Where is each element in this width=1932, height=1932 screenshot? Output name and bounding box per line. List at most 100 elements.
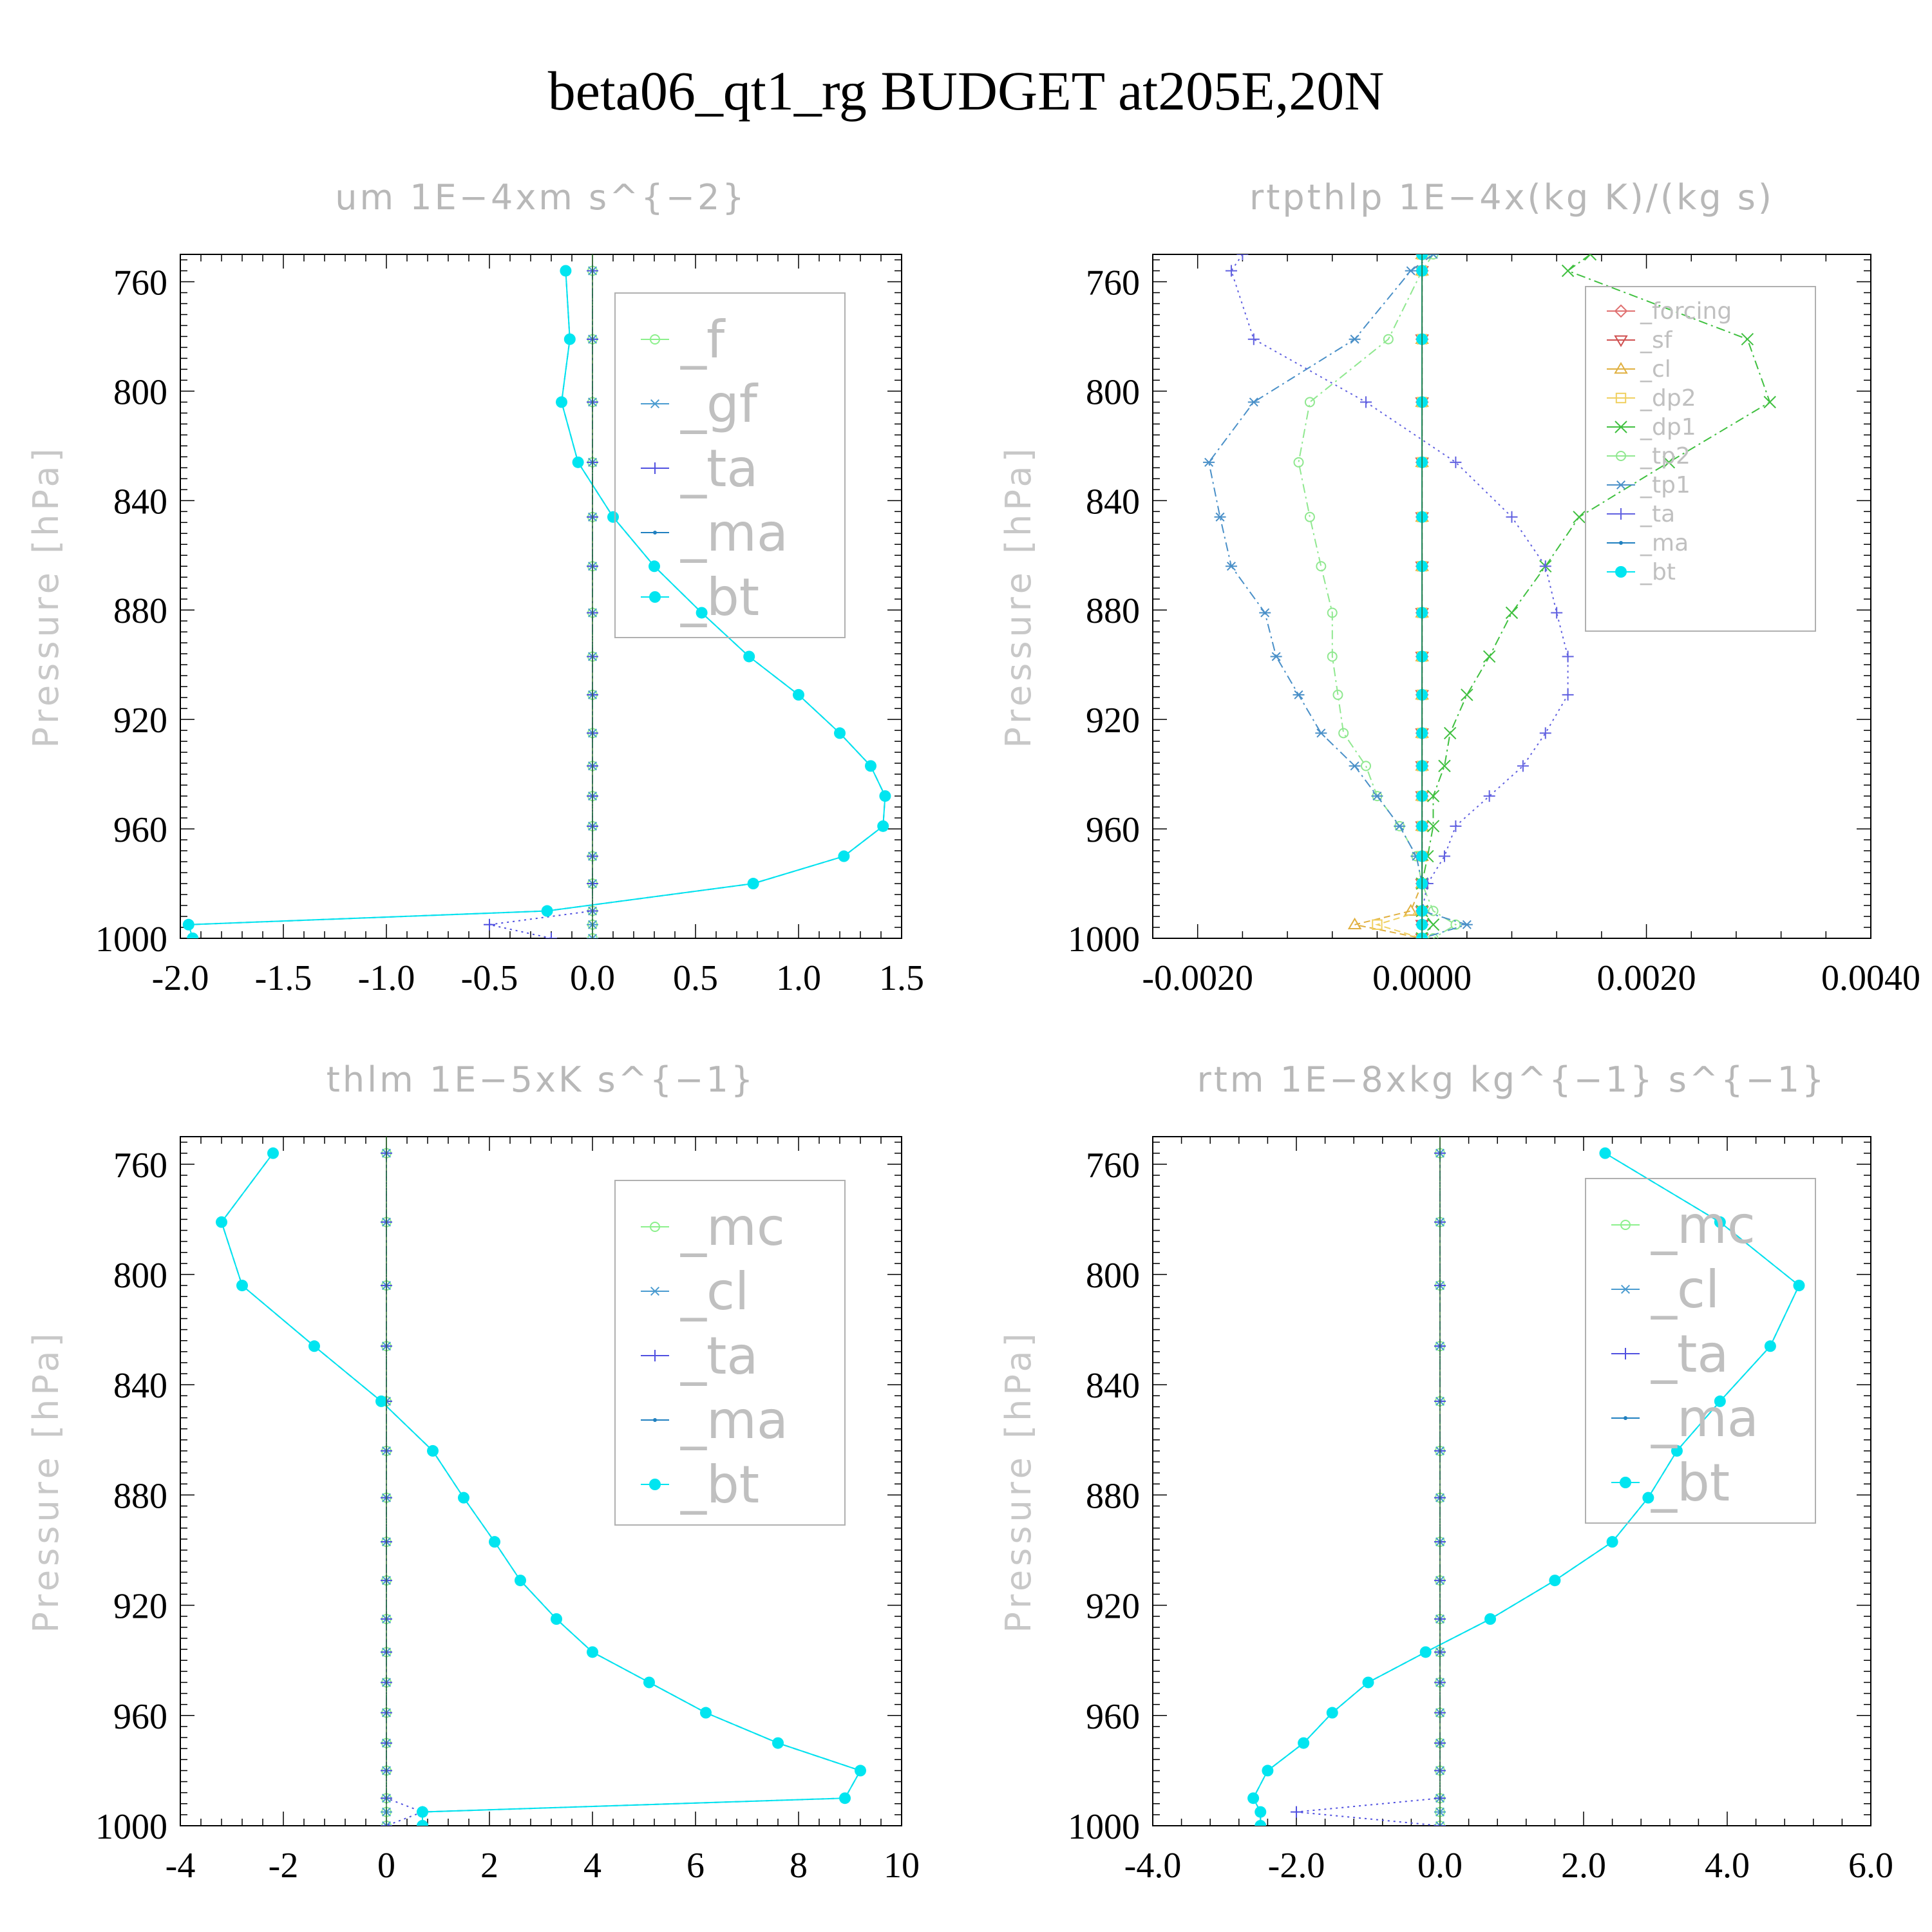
legend-marker [649,1479,661,1490]
y-tick-label: 880 [1086,1476,1140,1516]
data-point-tp1 [1427,254,1439,260]
y-axis-label: Pressure [hPa] [998,444,1039,748]
data-point-tp1 [1394,821,1406,831]
data-point-tp2 [1428,933,1439,938]
legend-label: _forcing [1640,298,1732,325]
series-line-ta [1296,1153,1441,1826]
data-point-dp1 [1426,918,1440,931]
legend-label: _f [680,310,726,370]
data-point-cl [1347,917,1362,930]
data-point-tp1 [1349,334,1361,344]
data-point-bt [1714,1216,1726,1228]
legend-label: _cl [1651,1260,1719,1320]
data-point-bt [556,396,567,408]
y-tick-label: 920 [1086,701,1140,741]
legend-label: _bt [1640,559,1676,585]
data-point-bt [1255,1820,1267,1826]
data-point-bt [417,1806,428,1818]
data-point-bt [308,1340,320,1352]
legend-marker [1615,480,1627,490]
y-tick-label: 840 [1086,1366,1140,1406]
panel-4: -4.0 -2.0 0.0 2.0 4.0 6.0 760 800 840 880 920 960 10… [998,1059,1893,1886]
data-point-ta [1450,456,1462,468]
data-point-bt [236,1280,248,1292]
figure-title: beta06_qt1_rg BUDGET at205E,20N [548,60,1385,122]
x-tick-label: 6.0 [1848,1846,1893,1886]
y-tick-label: 840 [1086,482,1140,522]
legend-label: _ma [1651,1388,1759,1448]
data-point-tp2 [1383,334,1394,345]
data-point-dp1 [1505,606,1519,620]
data-point-bt [1255,1806,1267,1818]
legend-label: _sf [1640,327,1673,354]
x-tick-label: 8 [790,1846,808,1886]
x-tick-label: -1.5 [255,958,312,998]
data-point-tp2 [1304,511,1315,522]
data-point-bt [1793,1280,1805,1292]
data-point-dp1 [1482,650,1496,663]
x-tick-label: 2.0 [1561,1846,1606,1886]
data-point-bt [607,511,619,523]
data-point-ta [1483,790,1495,802]
data-point-dp1 [1741,332,1754,346]
y-tick-label: 800 [1086,1256,1140,1296]
legend-marker [1615,392,1627,404]
data-point-bt [427,1444,439,1457]
data-point-bt [877,820,889,832]
legend-label: _cl [1640,356,1671,383]
y-tick-label: 1000 [95,1807,167,1847]
data-point-bt [696,607,708,619]
data-point-tp1 [1293,690,1305,699]
data-point-tp2 [1428,254,1439,260]
y-tick-label: 760 [1086,263,1140,303]
x-tick-label: -4 [166,1846,196,1886]
series-line-tp2 [1298,254,1457,938]
data-point-bt [375,1395,387,1407]
data-point-tp1 [1214,512,1226,522]
data-point-bt [747,878,759,890]
axes-frame [180,1136,902,1826]
legend-marker [650,334,660,345]
data-point-ta [1450,820,1462,832]
axes-frame [180,254,902,939]
data-point-bt [855,1765,866,1777]
legend: _f_gf_ta_ma_bt [614,292,846,638]
legend-label: _mc [680,1197,785,1257]
y-tick-label: 840 [113,482,167,522]
y-tick-label: 800 [1086,372,1140,412]
panel-title: rtm 1E−8xkg kg^{−1} s^{−1} [1197,1059,1827,1100]
x-tick-label: -2.0 [1268,1846,1325,1886]
legend-marker [1615,508,1627,520]
series-line-ta [386,1153,424,1826]
data-point-bt [839,1792,851,1804]
data-point-bt [587,1646,598,1658]
x-tick-label: 0.0020 [1597,958,1696,998]
data-point-ta [1539,727,1551,739]
x-tick-label: 4.0 [1705,1846,1750,1886]
data-point-tp1 [1349,761,1361,771]
data-point-tp1 [1371,791,1383,801]
x-tick-label: -0.5 [461,958,518,998]
data-point-ta [1551,607,1563,619]
data-point-ta [1506,511,1518,523]
y-tick-label: 920 [113,1587,167,1627]
data-point-bt [772,1737,784,1749]
legend-marker [1624,1416,1627,1420]
legend-label: _cl [680,1262,749,1321]
x-tick-label: 4 [583,1846,601,1886]
x-tick-label: -0.0020 [1142,958,1253,998]
y-axis-label: Pressure [hPa] [26,444,66,748]
data-point-cl [1403,904,1418,916]
data-point-bt [838,850,850,862]
x-tick-label: -2 [269,1846,299,1886]
data-point-bt [1362,1676,1374,1689]
panel-title: rtpthlp 1E−4x(kg K)/(kg s) [1249,177,1774,218]
legend-marker [1614,304,1628,318]
data-point-bt [1671,1444,1683,1457]
x-tick-label: 1.0 [776,958,821,998]
data-point-ta [1247,333,1260,345]
legend-marker [649,399,661,409]
data-point-bt [865,760,876,772]
data-point-bt [564,333,576,345]
